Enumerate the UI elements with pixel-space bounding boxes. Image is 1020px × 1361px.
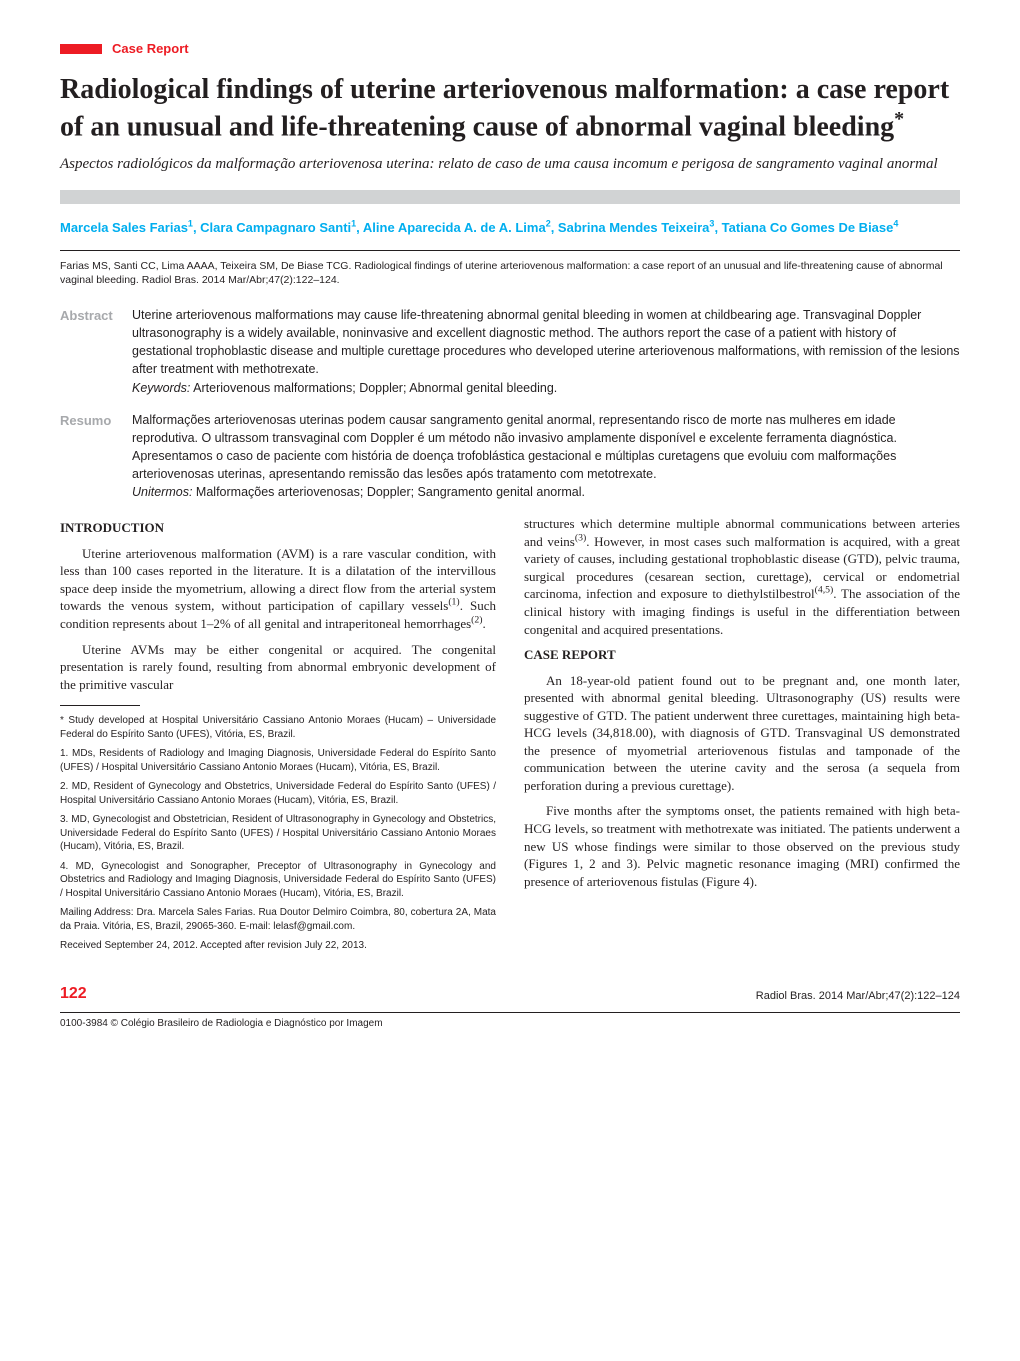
resumo-text: Malformações arteriovenosas uterinas pod… xyxy=(132,413,897,481)
page-footer: 122 Radiol Bras. 2014 Mar/Abr;47(2):122–… xyxy=(60,983,960,1005)
intro-paragraph-1: Uterine arteriovenous malformation (AVM)… xyxy=(60,545,496,633)
footnote-3: 3. MD, Gynecologist and Obstetrician, Re… xyxy=(60,813,496,854)
article-title: Radiological findings of uterine arterio… xyxy=(60,72,960,144)
footnote-1: 1. MDs, Residents of Radiology and Imagi… xyxy=(60,747,496,774)
right-column: structures which determine multiple abno… xyxy=(524,515,960,958)
footnote-4: 4. MD, Gynecologist and Sonographer, Pre… xyxy=(60,860,496,901)
footnote-mailing: Mailing Address: Dra. Marcela Sales Fari… xyxy=(60,906,496,933)
abstract-block: Abstract Uterine arteriovenous malformat… xyxy=(60,306,960,397)
page-number: 122 xyxy=(60,983,87,1005)
footnote-2: 2. MD, Resident of Gynecology and Obstet… xyxy=(60,780,496,807)
grey-divider-band xyxy=(60,190,960,204)
copyright-line: 0100-3984 © Colégio Brasileiro de Radiol… xyxy=(60,1012,960,1031)
abstract-text: Uterine arteriovenous malformations may … xyxy=(132,308,960,376)
resumo-body: Malformações arteriovenosas uterinas pod… xyxy=(132,411,960,502)
footnote-study: * Study developed at Hospital Universitá… xyxy=(60,714,496,741)
red-bar-icon xyxy=(60,44,102,54)
intro-paragraph-2: Uterine AVMs may be either congenital or… xyxy=(60,641,496,694)
case-report-heading: CASE REPORT xyxy=(524,646,960,664)
citation-line: Farias MS, Santi CC, Lima AAAA, Teixeira… xyxy=(60,259,960,288)
authors-line: Marcela Sales Farias1, Clara Campagnaro … xyxy=(60,218,960,238)
abstract-keywords: Arteriovenous malformations; Doppler; Ab… xyxy=(193,381,557,395)
section-label-bar: Case Report xyxy=(60,40,960,58)
case-paragraph-1: An 18-year-old patient found out to be p… xyxy=(524,672,960,795)
introduction-heading: INTRODUCTION xyxy=(60,519,496,537)
abstract-label: Abstract xyxy=(60,306,132,397)
title-text: Radiological findings of uterine arterio… xyxy=(60,74,949,142)
article-subtitle: Aspectos radiológicos da malformação art… xyxy=(60,154,960,174)
abstract-keywords-label: Keywords: xyxy=(132,381,190,395)
resumo-label: Resumo xyxy=(60,411,132,502)
footnote-rule xyxy=(60,705,140,706)
section-label: Case Report xyxy=(112,40,189,58)
resumo-block: Resumo Malformações arteriovenosas uteri… xyxy=(60,411,960,502)
resumo-keywords: Malformações arteriovenosas; Doppler; Sa… xyxy=(196,485,585,499)
left-column: INTRODUCTION Uterine arteriovenous malfo… xyxy=(60,515,496,958)
journal-reference: Radiol Bras. 2014 Mar/Abr;47(2):122–124 xyxy=(756,989,960,1004)
intro-paragraph-2-cont: structures which determine multiple abno… xyxy=(524,515,960,638)
footnote-received: Received September 24, 2012. Accepted af… xyxy=(60,939,496,953)
two-column-body: INTRODUCTION Uterine arteriovenous malfo… xyxy=(60,515,960,958)
resumo-keywords-label: Unitermos: xyxy=(132,485,192,499)
title-asterisk: * xyxy=(894,108,904,130)
rule-above-citation xyxy=(60,250,960,251)
case-paragraph-2: Five months after the symptoms onset, th… xyxy=(524,802,960,890)
abstract-body: Uterine arteriovenous malformations may … xyxy=(132,306,960,397)
